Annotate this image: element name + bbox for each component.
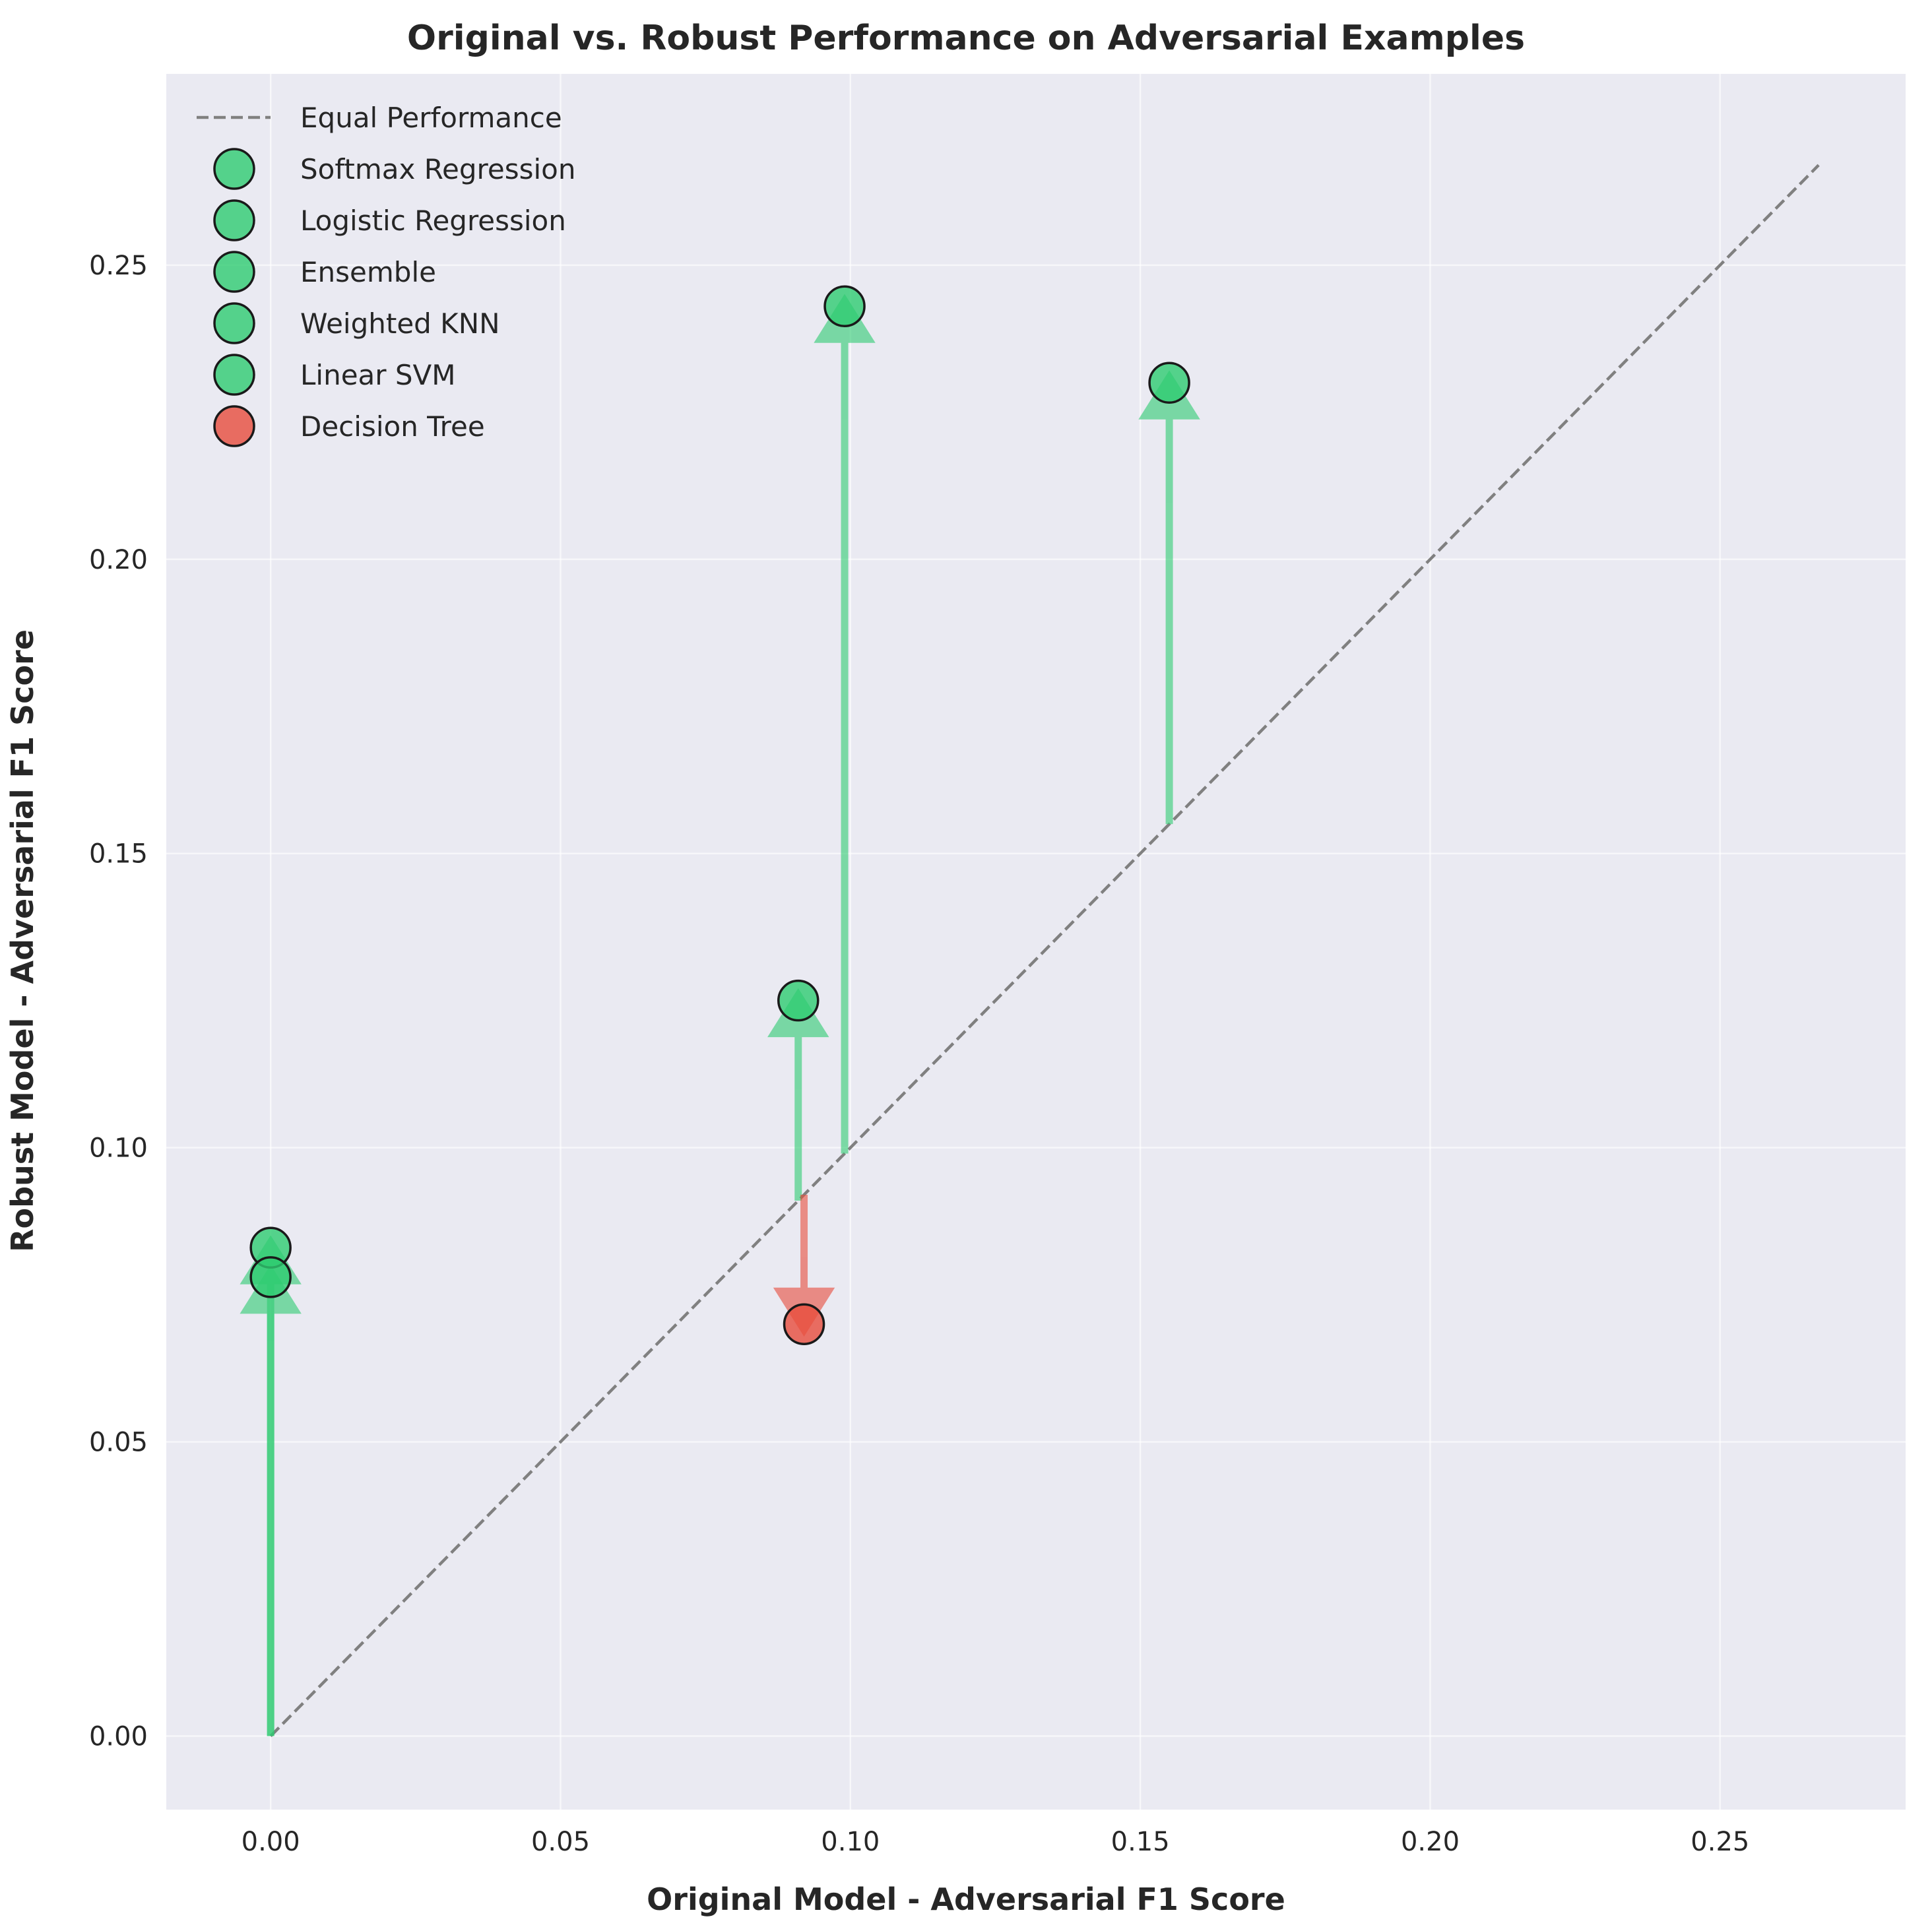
point-ensemble (823, 285, 866, 328)
legend: Equal Performance Softmax Regression Logis… (197, 102, 575, 447)
legend-marker-decision-tree (213, 405, 255, 447)
legend-label: Logistic Regression (300, 205, 566, 237)
legend-marker-softmax-regression (213, 148, 255, 190)
legend-label: Ensemble (300, 256, 436, 288)
arrow-shaft (1165, 418, 1173, 825)
plot-background (166, 74, 1906, 1810)
x-tick-label: 0.00 (242, 1827, 300, 1857)
legend-label: Weighted KNN (300, 307, 500, 340)
legend-marker-logistic-regression (213, 199, 255, 241)
y-tick-label: 0.15 (89, 839, 148, 870)
reference-line-layer (269, 164, 1820, 1738)
points (249, 285, 1190, 1345)
arrow-shaft (800, 1195, 808, 1289)
x-tick-label: 0.15 (1111, 1827, 1170, 1857)
x-tick-label: 0.10 (821, 1827, 880, 1857)
y-axis-label: Robust Model - Adversarial F1 Score (5, 629, 40, 1252)
point-linear-svm (777, 979, 820, 1022)
equal-performance-line (269, 164, 1820, 1738)
legend-label: Softmax Regression (300, 153, 575, 185)
x-tick-label: 0.20 (1401, 1827, 1460, 1857)
y-tick-label: 0.05 (89, 1428, 148, 1458)
legend-marker-ensemble (213, 251, 255, 293)
point-weighted-knn (1148, 362, 1190, 404)
legend-label: Linear SVM (300, 359, 456, 391)
grid (166, 74, 1906, 1810)
legend-marker-weighted-knn (213, 302, 255, 344)
point-logistic-regression (249, 1256, 292, 1298)
y-tick-label: 0.00 (89, 1722, 148, 1752)
x-tick-label: 0.05 (531, 1827, 590, 1857)
chart-title: Original vs. Robust Performance on Adver… (407, 18, 1525, 58)
legend-label: Decision Tree (300, 410, 485, 443)
y-tick-label: 0.20 (89, 545, 148, 575)
arrow-shaft (267, 1312, 274, 1736)
arrow-shaft (794, 1036, 802, 1201)
legend-marker-linear-svm (213, 354, 255, 396)
tick-labels: 0.00 0.05 0.10 0.15 0.20 0.25 0.00 0.05 0.10 0.15… (89, 251, 1749, 1857)
arrow-shaft (841, 342, 849, 1154)
y-tick-label: 0.10 (89, 1133, 148, 1164)
y-tick-label: 0.25 (89, 251, 148, 281)
legend-label: Equal Performance (300, 102, 562, 134)
point-decision-tree (783, 1303, 825, 1345)
x-tick-label: 0.25 (1690, 1827, 1749, 1857)
x-axis-label: Original Model - Adversarial F1 Score (647, 1882, 1285, 1917)
